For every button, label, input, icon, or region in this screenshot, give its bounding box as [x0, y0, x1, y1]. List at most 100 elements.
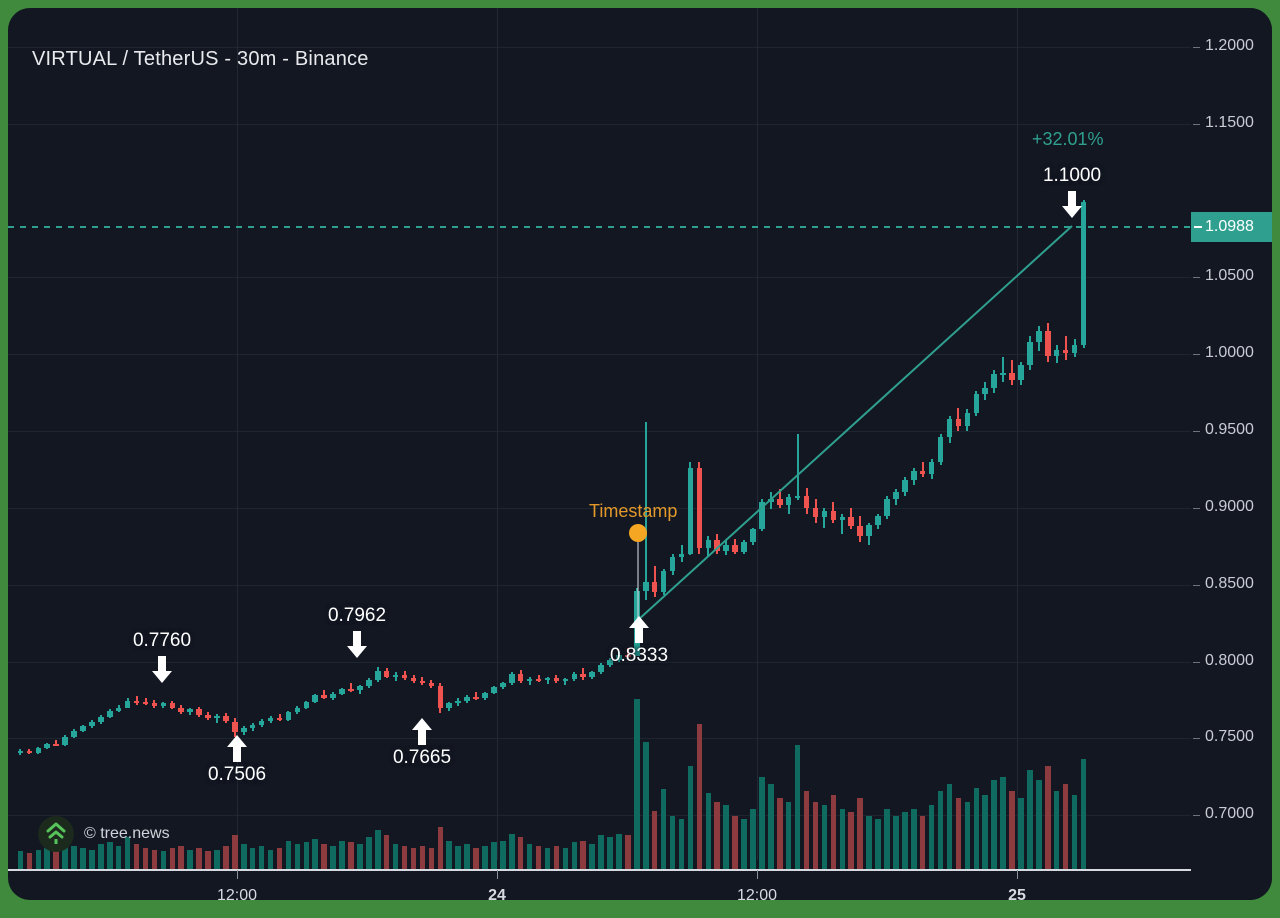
trendline	[637, 225, 1073, 621]
price-axis-tick-mark	[1193, 277, 1200, 279]
volume-bar	[71, 845, 77, 869]
volume-bar	[589, 844, 595, 869]
last-price-badge-value: 1.0988	[1205, 218, 1254, 235]
volume-bar	[482, 845, 488, 869]
annotation-arrow-up	[628, 615, 650, 643]
watermark: © tree.news	[38, 816, 170, 852]
annotation-price-label: 0.7506	[207, 764, 267, 785]
volume-bar	[669, 815, 676, 869]
price-axis[interactable]: 1.2000 1.1500 1.0500 1.0000 0.9500 0.9000 0.85…	[1191, 8, 1272, 900]
volume-bar	[812, 801, 819, 869]
volume-bar	[294, 844, 301, 869]
candle-body	[151, 703, 158, 706]
volume-bar	[249, 847, 256, 869]
volume-bar	[785, 801, 792, 869]
annotation-price-label: 0.7665	[392, 747, 452, 768]
candle-body	[124, 700, 131, 708]
candle-body	[1000, 372, 1006, 375]
gridline-vertical	[497, 8, 498, 860]
volume-bar	[1000, 776, 1006, 869]
candle-body	[241, 727, 247, 733]
volume-bar	[1071, 794, 1078, 869]
volume-bar	[133, 844, 140, 869]
chart-panel: VIRTUAL / TetherUS - 30m - Binance +32.0…	[8, 8, 1272, 900]
gridline-horizontal	[8, 507, 1191, 509]
time-axis-label: 24	[488, 887, 506, 900]
candle-body	[383, 670, 390, 677]
percent-change-label: +32.01%	[1032, 129, 1104, 149]
volume-bar	[625, 835, 631, 869]
volume-bar	[26, 853, 33, 869]
candle-body	[1018, 364, 1024, 381]
candle-body	[643, 581, 649, 591]
gridline-horizontal	[8, 661, 1191, 663]
volume-bar	[732, 815, 738, 869]
volume-bar	[919, 815, 926, 869]
volume-bar	[535, 845, 542, 869]
candle-body	[160, 703, 167, 706]
volume-bar	[115, 845, 122, 869]
volume-bar	[339, 840, 345, 869]
price-axis-tick-label: 0.9500	[1205, 421, 1254, 438]
candle-body	[705, 540, 712, 548]
candle-body	[178, 707, 185, 712]
volume-bar	[258, 845, 265, 869]
candle-body	[580, 673, 587, 678]
candle-body	[187, 709, 193, 712]
price-axis-tick-label: 1.2000	[1205, 36, 1254, 54]
volume-bar	[768, 784, 774, 869]
timestamp-marker-dot[interactable]	[629, 524, 647, 542]
volume-bar	[437, 826, 444, 869]
time-axis-label: 12:00	[736, 887, 778, 900]
volume-bar	[643, 741, 649, 869]
price-axis-tick-mark	[1193, 584, 1200, 586]
volume-bar	[571, 842, 578, 869]
candle-body	[964, 412, 971, 427]
candle-body	[169, 703, 176, 708]
candle-body	[768, 498, 774, 502]
price-plot-area[interactable]: VIRTUAL / TetherUS - 30m - Binance +32.0…	[8, 8, 1191, 900]
volume-bar	[911, 808, 917, 869]
last-price-badge-dash	[1194, 226, 1202, 228]
time-axis-tick-mark	[757, 870, 758, 879]
volume-bar	[509, 833, 515, 869]
volume-bar	[187, 849, 193, 869]
price-axis-tick-label: 1.1500	[1205, 113, 1254, 131]
volume-bar	[741, 819, 747, 869]
volume-bar	[223, 845, 229, 869]
candle-wick	[55, 739, 58, 747]
candle-body	[366, 680, 372, 687]
volume-bar	[616, 833, 622, 869]
volume-bar	[401, 845, 408, 869]
volume-bar	[705, 792, 712, 869]
candle-body	[214, 716, 220, 719]
volume-bar	[348, 842, 354, 869]
price-axis-tick-mark	[1193, 123, 1200, 125]
candle-body	[741, 541, 747, 552]
candle-body	[401, 674, 408, 679]
volume-bar	[107, 842, 113, 869]
candle-body	[884, 498, 890, 516]
volume-bar	[178, 845, 185, 869]
time-axis-label: 25	[1008, 887, 1026, 900]
volume-bar	[169, 847, 176, 869]
candle-body	[1027, 341, 1033, 365]
volume-bar	[321, 844, 327, 869]
annotation-arrow-up	[226, 734, 248, 762]
volume-bar	[634, 699, 640, 869]
candle-body	[911, 470, 917, 481]
candle-body	[973, 394, 980, 413]
candle-wick	[135, 696, 138, 705]
candle-body	[294, 707, 301, 712]
volume-bar	[383, 835, 390, 869]
volume-bar	[830, 794, 837, 869]
candle-body	[544, 678, 551, 681]
candle-body	[500, 683, 506, 688]
price-axis-tick-label: 1.0000	[1205, 344, 1254, 362]
time-axis-baseline	[8, 869, 1191, 871]
candle-body	[902, 480, 908, 493]
candle-body	[812, 507, 819, 518]
candle-body	[1071, 344, 1078, 353]
candle-body	[1053, 349, 1060, 356]
